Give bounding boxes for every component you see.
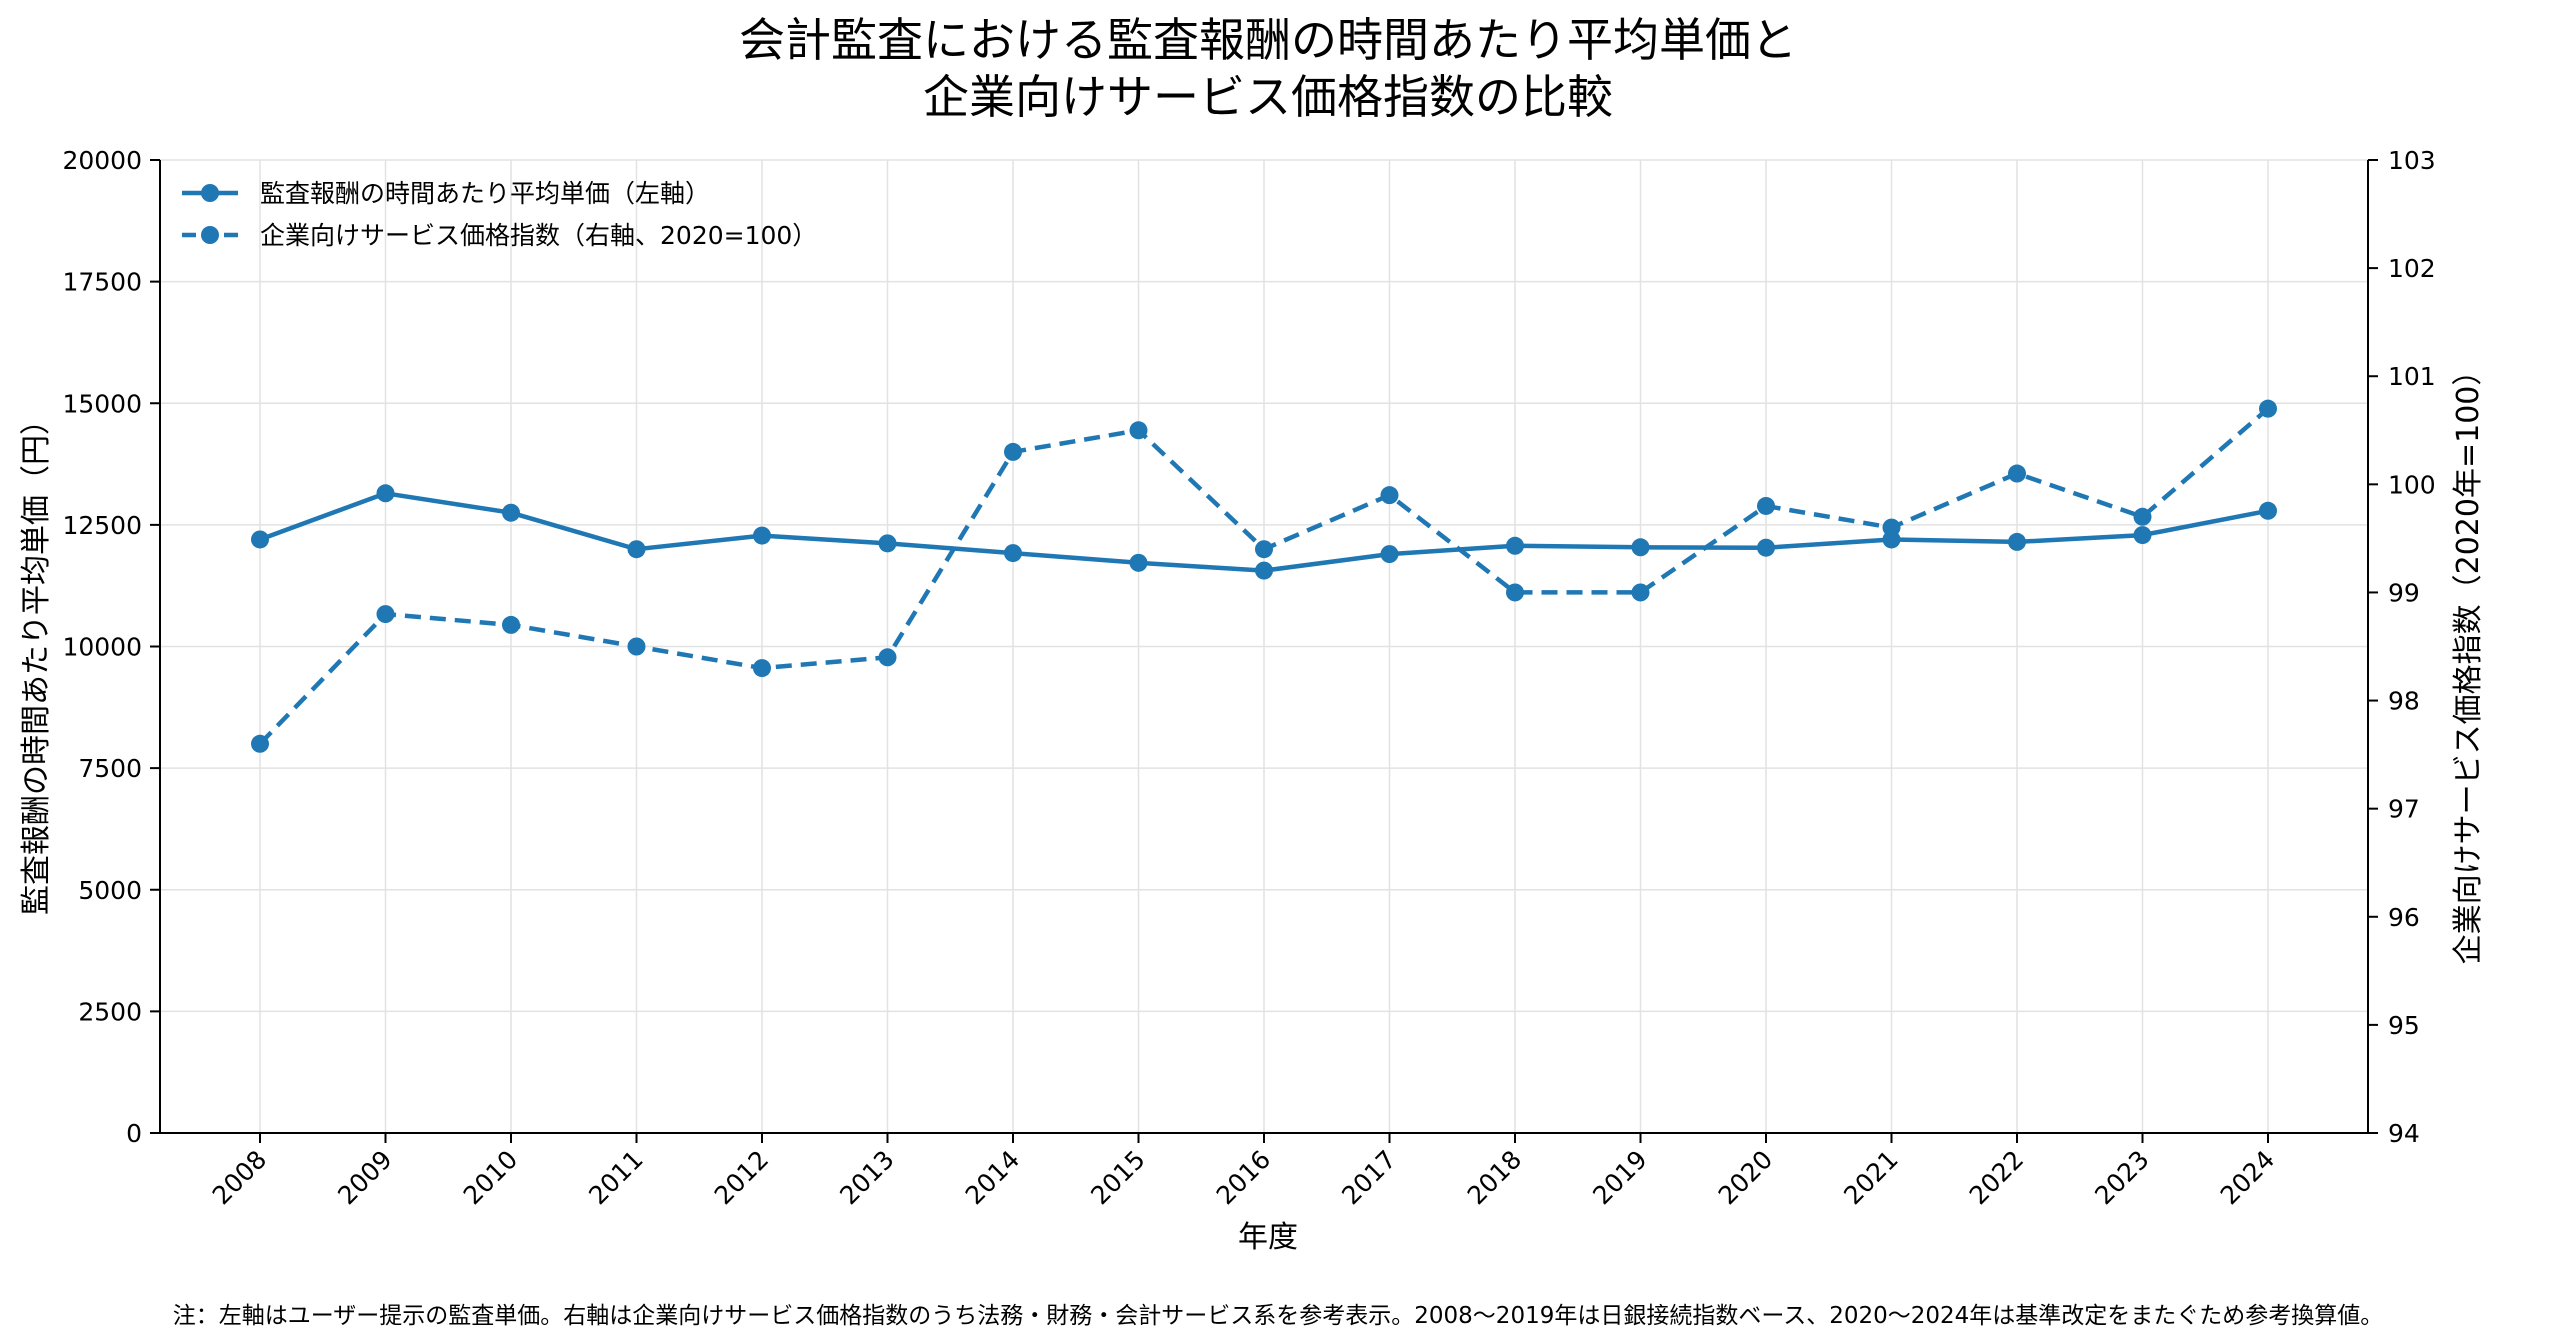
series-1-point — [1129, 553, 1148, 572]
left-tick-label: 0 — [126, 1119, 142, 1148]
x-tick-label: 2009 — [332, 1145, 397, 1210]
x-tick-label: 2013 — [834, 1145, 899, 1210]
x-tick-label: 2014 — [960, 1145, 1025, 1210]
right-tick-label: 100 — [2388, 470, 2436, 499]
right-y-axis-label: 企業向けサービス価格指数（2020年=100） — [2451, 356, 2486, 965]
series-2-point — [1380, 486, 1399, 505]
x-tick-label: 2022 — [1964, 1145, 2029, 1210]
series-1-point — [627, 540, 646, 559]
series-2-point — [878, 648, 897, 667]
x-axis-label: 年度 — [1238, 1220, 1298, 1255]
right-tick-label: 98 — [2388, 687, 2420, 716]
x-tick-label: 2015 — [1085, 1145, 1150, 1210]
x-tick-label: 2021 — [1838, 1145, 1903, 1210]
left-tick-label: 17500 — [62, 268, 142, 297]
series-1-point — [2133, 526, 2152, 545]
series-1-point — [753, 526, 771, 545]
series-1-point — [1757, 538, 1775, 557]
series-2-point — [1757, 496, 1775, 515]
series-2-point — [251, 734, 269, 753]
series-2 — [251, 399, 2277, 753]
series-1-point — [1631, 538, 1650, 557]
chart-note: 注：左軸はユーザー提示の監査単価。右軸は企業向けサービス価格指数のうち法務・財務… — [173, 1303, 2384, 1329]
left-tick-label: 7500 — [78, 754, 142, 783]
series-1-point — [1506, 536, 1524, 555]
x-tick-label: 2018 — [1462, 1145, 1527, 1210]
x-tick-label: 2024 — [2215, 1145, 2280, 1210]
right-tick-label: 99 — [2388, 578, 2420, 607]
series-2-point — [753, 659, 771, 678]
series-1-point — [878, 534, 897, 553]
x-tick-label: 2023 — [2089, 1145, 2154, 1210]
series-1-point — [251, 530, 269, 549]
series-1-point — [502, 503, 520, 522]
right-tick-label: 95 — [2388, 1011, 2420, 1040]
chart-title-line-1: 会計監査における監査報酬の時間あたり平均単価と — [739, 13, 1797, 67]
legend-label-2: 企業向けサービス価格指数（右軸、2020=100） — [260, 221, 817, 250]
right-tick-label: 103 — [2388, 146, 2436, 175]
x-tick-label: 2019 — [1587, 1145, 1652, 1210]
left-tick-label: 5000 — [78, 876, 142, 905]
series-2-point — [627, 637, 646, 656]
chart-title-line-2: 企業向けサービス価格指数の比較 — [923, 70, 1613, 124]
series-2-point — [376, 605, 395, 624]
series-2-point — [1882, 518, 1901, 537]
x-tick-label: 2011 — [583, 1145, 648, 1210]
x-tick-label: 2008 — [207, 1145, 272, 1210]
left-tick-label: 20000 — [62, 146, 142, 175]
series-2-point — [1255, 540, 1273, 559]
series-2-point — [2259, 399, 2277, 418]
x-tick-label: 2012 — [709, 1145, 774, 1210]
legend: 監査報酬の時間あたり平均単価（左軸） 企業向けサービス価格指数（右軸、2020=1… — [182, 179, 817, 250]
series-1-point — [1004, 544, 1022, 563]
right-tick-label: 101 — [2388, 362, 2436, 391]
x-tick-label: 2020 — [1713, 1145, 1778, 1210]
series-2-point — [1631, 583, 1650, 602]
series-1-point — [1255, 561, 1273, 580]
x-tick-label: 2010 — [458, 1145, 523, 1210]
left-tick-label: 15000 — [62, 389, 142, 418]
right-tick-label: 97 — [2388, 795, 2420, 824]
x-axis-ticks: 2008 2009 2010 2011 2012 2013 2014 2015 2016 2017… — [207, 1133, 2280, 1210]
right-y-axis-ticks: 94 95 96 97 98 99 100 101 102 103 — [2368, 146, 2436, 1148]
series-1-point — [2259, 501, 2277, 520]
left-tick-label: 12500 — [62, 511, 142, 540]
x-tick-label: 2017 — [1336, 1145, 1401, 1210]
series-2-point — [1129, 421, 1148, 440]
legend-marker-1 — [201, 184, 219, 202]
left-tick-label: 10000 — [62, 633, 142, 662]
left-y-axis-ticks: 0 2500 5000 7500 10000 12500 15000 17500 20000 — [62, 146, 160, 1148]
series-1 — [251, 484, 2277, 580]
series-2-point — [2008, 464, 2026, 483]
right-tick-label: 94 — [2388, 1119, 2420, 1148]
left-tick-label: 2500 — [78, 997, 142, 1026]
right-tick-label: 96 — [2388, 903, 2420, 932]
series-2-point — [1004, 442, 1022, 461]
left-y-axis-label: 監査報酬の時間あたり平均単価（円） — [19, 405, 54, 915]
series-layer — [251, 399, 2277, 753]
grid-lines — [160, 159, 2368, 1134]
legend-label-1: 監査報酬の時間あたり平均単価（左軸） — [260, 179, 710, 208]
series-2-point — [502, 615, 520, 634]
series-1-point — [376, 484, 395, 503]
series-2-point — [2133, 507, 2152, 526]
series-2-point — [1506, 583, 1524, 602]
series-1-point — [1380, 545, 1399, 564]
x-tick-label: 2016 — [1211, 1145, 1276, 1210]
right-tick-label: 102 — [2388, 254, 2436, 283]
legend-marker-2 — [201, 226, 219, 244]
series-1-point — [2008, 532, 2026, 551]
